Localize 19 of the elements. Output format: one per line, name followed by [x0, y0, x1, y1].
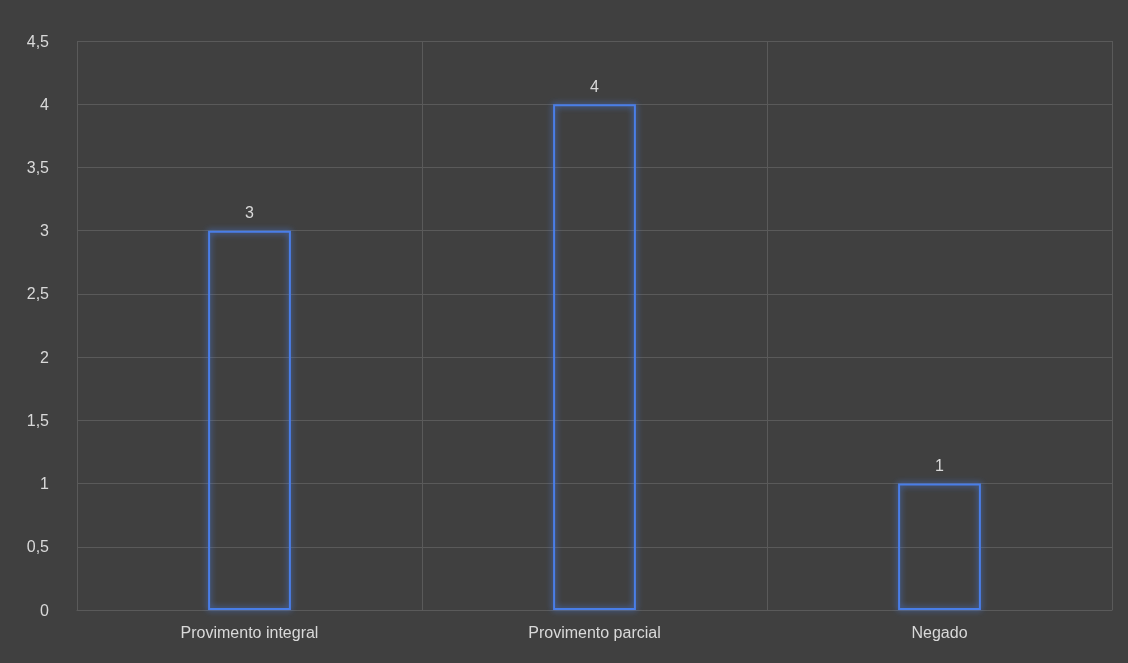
x-tick-label: Provimento parcial	[528, 623, 661, 641]
y-tick-label: 2,5	[26, 285, 50, 303]
y-tick-label: 1	[40, 475, 50, 493]
data-label: 3	[245, 204, 255, 222]
y-tick-label: 1,5	[26, 411, 50, 429]
bar	[898, 483, 981, 610]
bar	[208, 230, 291, 610]
y-tick-label: 3	[40, 222, 50, 240]
x-tick-label: Negado	[911, 623, 968, 641]
bar	[553, 104, 636, 610]
y-tick-label: 0,5	[26, 538, 50, 556]
y-tick-label: 0	[40, 601, 50, 619]
data-label: 4	[590, 77, 600, 95]
y-tick-label: 4,5	[26, 32, 50, 50]
data-label: 1	[935, 457, 945, 475]
y-tick-label: 3,5	[26, 158, 50, 176]
y-tick-label: 4	[40, 95, 50, 113]
x-tick-label: Provimento integral	[180, 623, 319, 641]
y-tick-label: 2	[40, 348, 50, 366]
